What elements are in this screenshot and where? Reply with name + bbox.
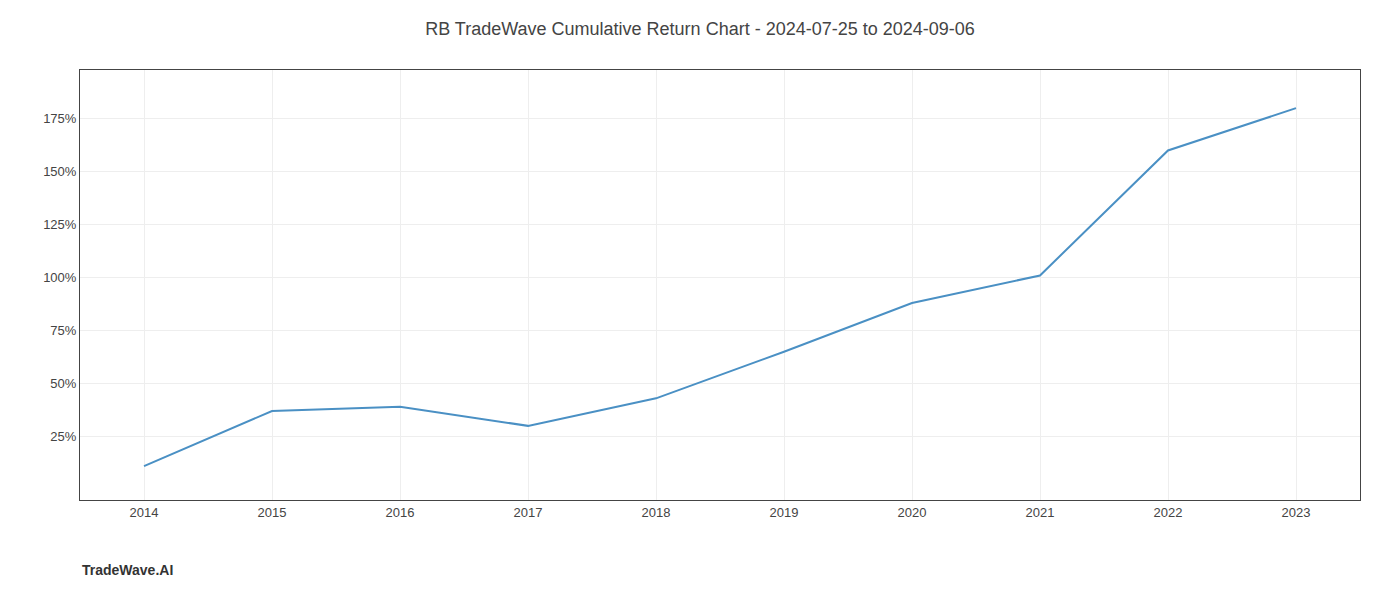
svg-text:100%: 100% <box>43 270 77 285</box>
svg-text:2023: 2023 <box>1282 505 1311 520</box>
svg-text:2019: 2019 <box>770 505 799 520</box>
svg-text:2018: 2018 <box>642 505 671 520</box>
svg-text:125%: 125% <box>43 217 77 232</box>
svg-text:2022: 2022 <box>1154 505 1183 520</box>
svg-text:TradeWave.AI: TradeWave.AI <box>82 562 173 578</box>
svg-text:2015: 2015 <box>258 505 287 520</box>
svg-text:2021: 2021 <box>1026 505 1055 520</box>
svg-text:2016: 2016 <box>386 505 415 520</box>
svg-text:75%: 75% <box>50 323 76 338</box>
svg-text:2017: 2017 <box>514 505 543 520</box>
svg-text:2020: 2020 <box>898 505 927 520</box>
svg-text:RB TradeWave Cumulative Return: RB TradeWave Cumulative Return Chart - 2… <box>425 19 975 39</box>
svg-text:2014: 2014 <box>130 505 159 520</box>
svg-text:175%: 175% <box>43 111 77 126</box>
svg-text:50%: 50% <box>50 376 76 391</box>
svg-text:150%: 150% <box>43 164 77 179</box>
svg-text:25%: 25% <box>50 429 76 444</box>
